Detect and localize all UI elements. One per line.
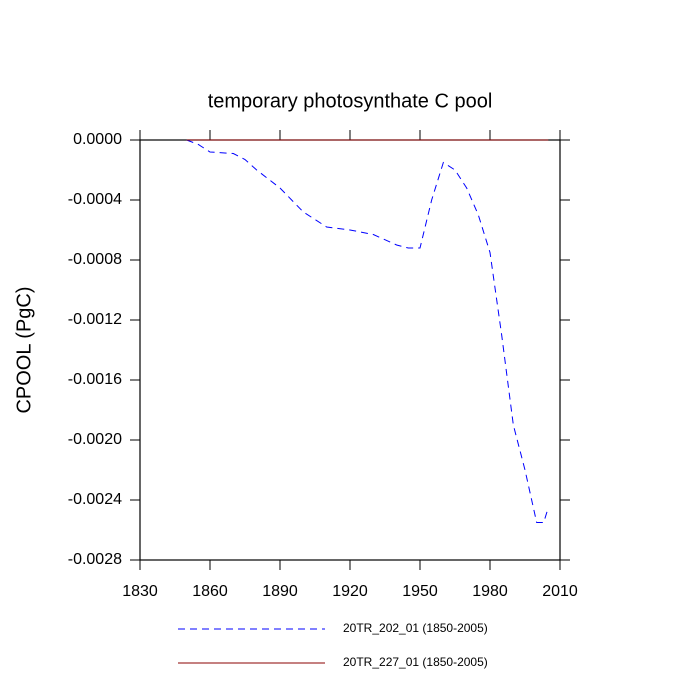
y-tick-label: -0.0008 bbox=[68, 251, 122, 268]
y-tick-label: -0.0024 bbox=[68, 491, 122, 508]
y-tick-label: -0.0004 bbox=[68, 191, 122, 208]
y-tick-label: -0.0020 bbox=[68, 431, 122, 448]
y-tick-label: -0.0016 bbox=[68, 371, 122, 388]
x-tick-label: 1950 bbox=[402, 583, 438, 600]
legend-label: 20TR_202_01 (1850-2005) bbox=[343, 621, 488, 635]
y-axis-label: CPOOL (PgC) bbox=[13, 286, 35, 413]
x-tick-label: 1920 bbox=[332, 583, 368, 600]
plot-frame bbox=[139, 139, 561, 561]
y-tick-label: -0.0012 bbox=[68, 311, 122, 328]
x-tick-label: 1980 bbox=[472, 583, 508, 600]
x-tick-label: 1860 bbox=[192, 583, 228, 600]
x-tick-label: 1890 bbox=[262, 583, 298, 600]
chart-title: temporary photosynthate C pool bbox=[208, 90, 493, 112]
y-tick-label: -0.0028 bbox=[68, 551, 122, 568]
legend-label: 20TR_227_01 (1850-2005) bbox=[343, 655, 488, 669]
x-tick-label: 2010 bbox=[542, 583, 578, 600]
series-line bbox=[186, 139, 549, 523]
x-tick-label: 1830 bbox=[122, 583, 158, 600]
y-tick-label: 0.0000 bbox=[73, 131, 122, 148]
